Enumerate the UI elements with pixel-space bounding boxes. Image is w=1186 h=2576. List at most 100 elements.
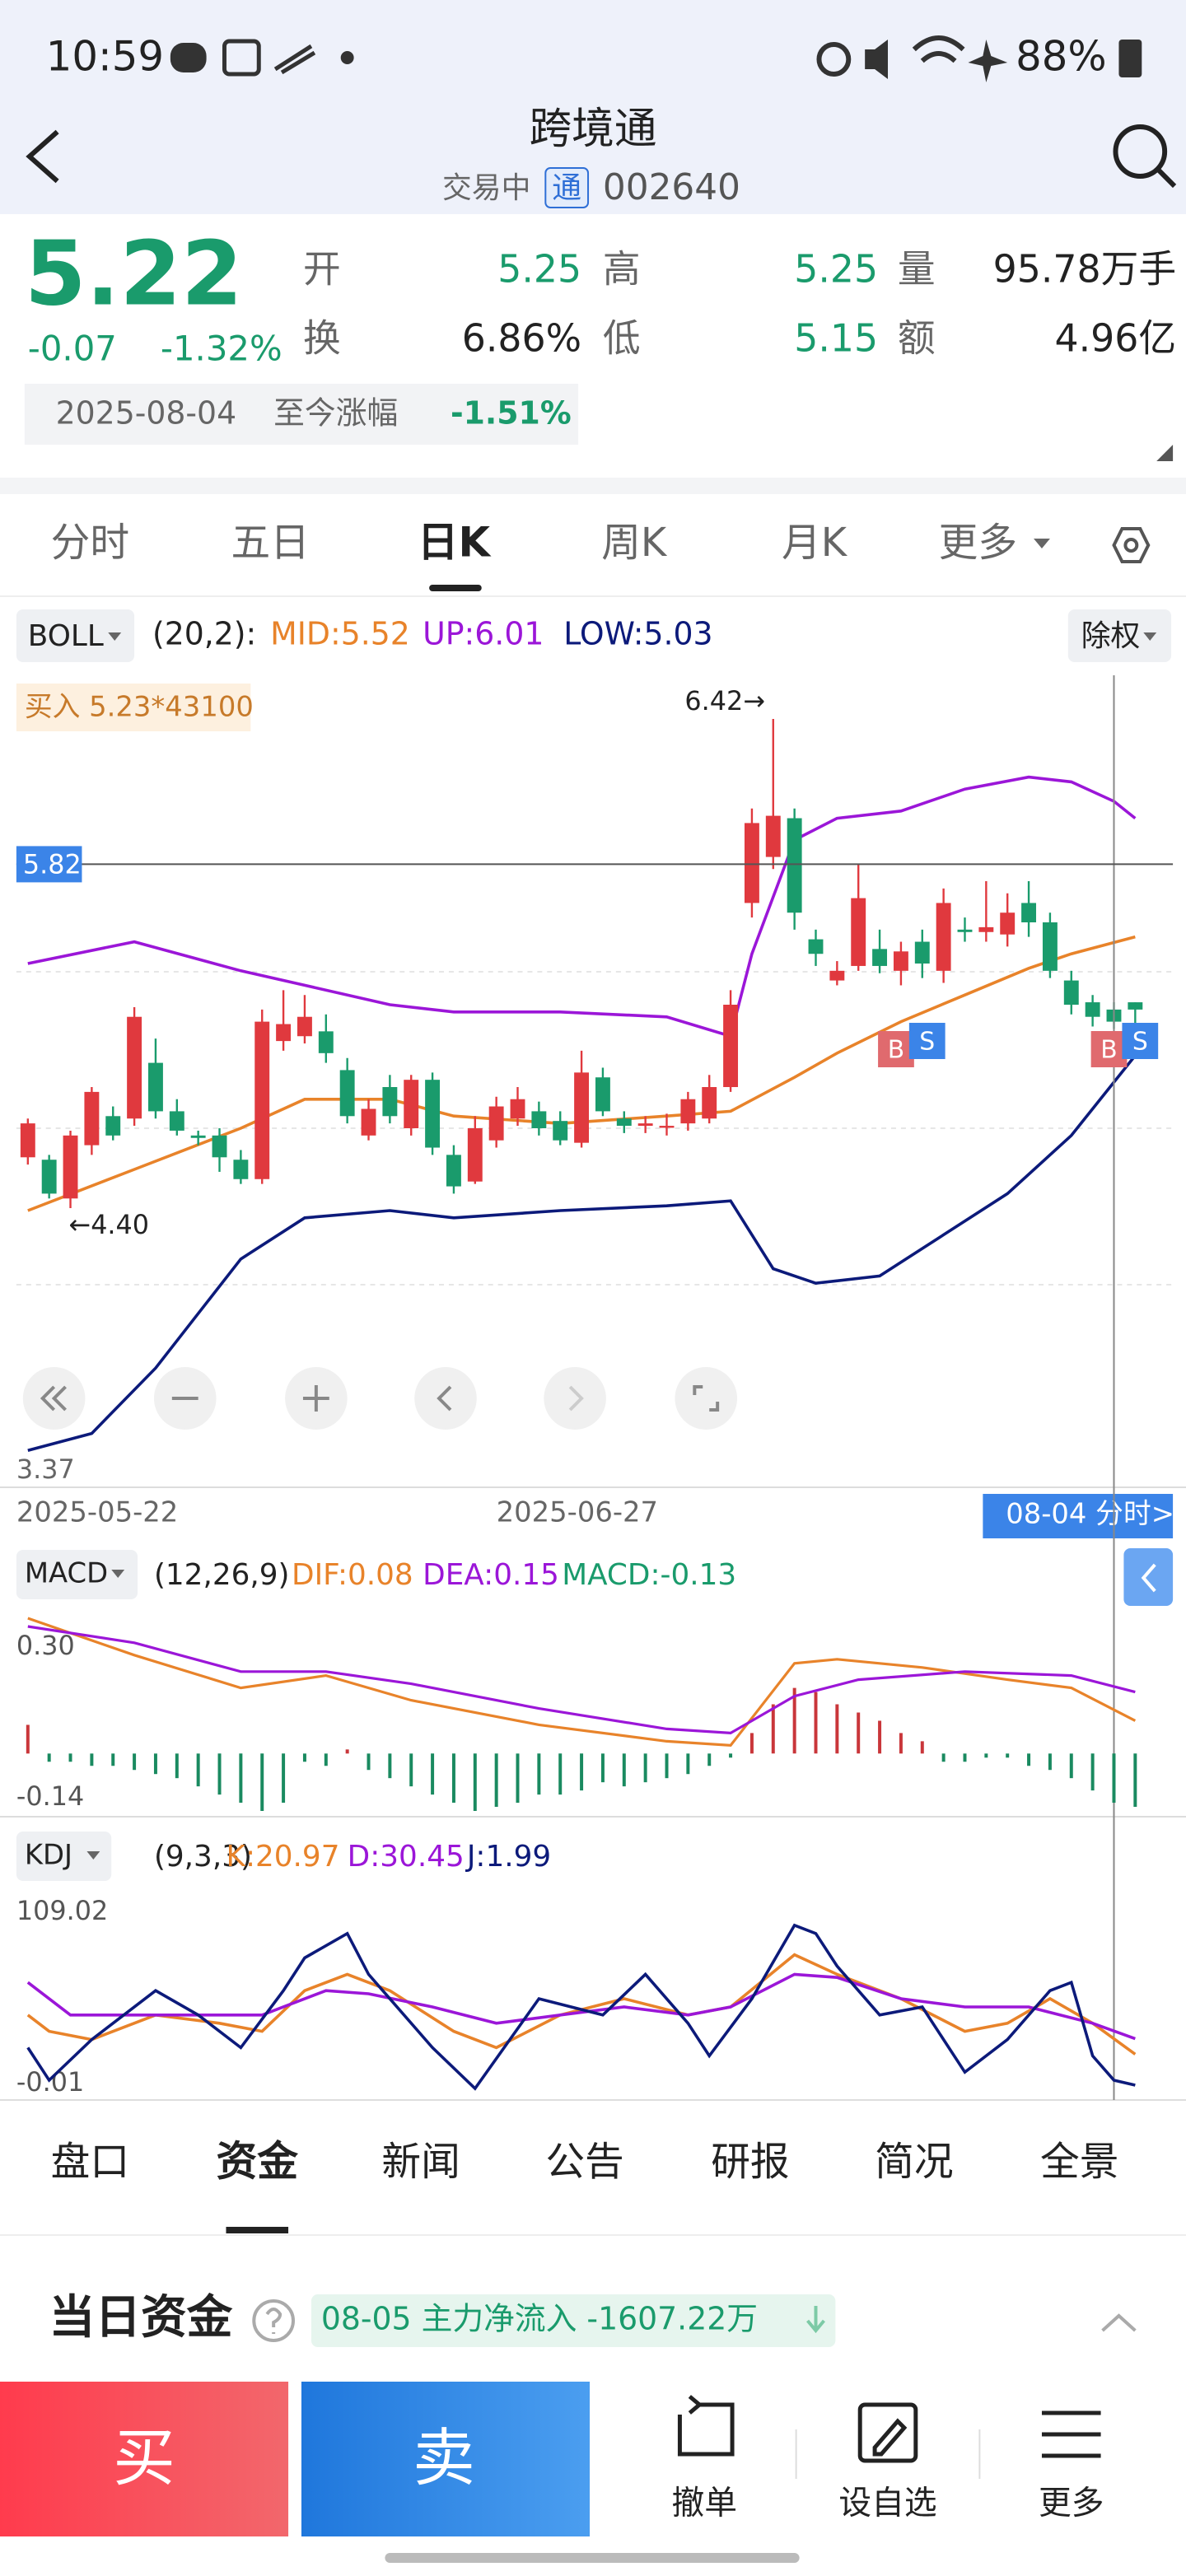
field-label: 量 [898,246,936,291]
status-time: 10:59 [46,32,164,80]
indicator-button-bg[interactable] [16,1832,112,1881]
candle-body [936,903,951,971]
help-icon[interactable] [252,2299,296,2342]
order-tag: 买入 5.23*43100 [25,690,254,722]
trade-marker: S [1132,1027,1148,1056]
trade-marker-bg [908,1023,946,1059]
indicator-line [27,935,1136,1212]
period-tab[interactable]: 周K [601,520,668,566]
candle-body [276,1024,292,1042]
info-tab[interactable]: 研报 [711,2140,789,2185]
dropdown-caret [1034,539,1050,548]
connect-badge: 通 [552,171,581,205]
collapse-tab[interactable] [1123,1548,1174,1606]
home-indicator [385,2553,800,2563]
since-date: 2025-08-04 [56,394,237,431]
add-watchlist[interactable]: 设自选 [838,2484,936,2522]
field-label: 开 [303,246,341,291]
y-axis-min-label: 3.37 [16,1454,75,1485]
collapse-chevron[interactable] [1101,2313,1137,2332]
period-tab[interactable]: 月K [782,520,848,566]
sell-label[interactable]: 卖 [413,2422,475,2494]
help-mark [265,2308,282,2334]
candle-body [1085,1002,1100,1017]
boll-low-label: LOW:5.03 [563,615,712,651]
max-label: 6.42→ [684,685,765,716]
indicator-line [26,1953,1137,2056]
candle-body [808,939,824,954]
candle-body [978,926,994,932]
y-tick-label: -0.01 [16,2066,84,2098]
period-tab[interactable]: 五日 [231,520,309,566]
info-tab[interactable]: 全景 [1040,2140,1118,2185]
settings-dot [1123,538,1139,553]
stock-code: 002640 [603,166,740,208]
candle-body [510,1099,525,1119]
field-label: 换 [303,315,341,360]
trade-marker-bg [1090,1031,1128,1067]
trade-marker: B [1100,1035,1117,1064]
last-price: 5.22 [25,222,243,325]
field-label: 低 [603,315,641,360]
d-label: D:30.45 [348,1840,465,1874]
down-arrow [806,2306,825,2334]
candle-body [190,1135,206,1138]
back-button[interactable] [26,129,59,184]
intraday-button-bg[interactable] [983,1494,1174,1538]
candle-body [84,1091,100,1146]
sell-button[interactable] [301,2382,591,2536]
candle-body [41,1160,57,1194]
candle-body [1042,922,1058,971]
since-label: 至今涨幅 [273,394,398,431]
candle-body [531,1111,547,1128]
chart-nav-icons [40,1385,720,1412]
candle-body [233,1160,249,1179]
candle-body [212,1135,227,1158]
cancel-order[interactable]: 撤单 [671,2484,737,2522]
intraday-button[interactable]: 08-04 分时> [1006,1497,1174,1529]
candle-body [595,1077,610,1112]
since-value: -1.51% [451,394,572,431]
search-button[interactable] [1113,124,1177,189]
field-value: 4.96亿 [1055,315,1177,360]
indicator-button-bg[interactable] [16,1550,138,1599]
buy-button[interactable] [0,2382,289,2536]
candle-body [787,818,802,913]
candle-body [765,815,781,857]
chart-nav[interactable] [22,1367,738,1430]
candle-body [872,949,888,966]
candle-body [851,898,866,966]
k-label: K:20.97 [226,1840,339,1874]
price-change: -0.07 [28,328,117,368]
info-tab[interactable]: 公告 [545,2140,623,2185]
field-value: 5.25 [497,246,581,291]
info-tab[interactable]: 简况 [875,2140,953,2185]
indicator-params: (9,3,3) [154,1840,252,1874]
adjust-button[interactable]: 除权 [1081,619,1141,653]
info-tab-active[interactable]: 资金 [217,2137,299,2185]
section-title: 当日资金 [49,2291,233,2345]
adjust-button-bg[interactable] [1067,609,1172,662]
battery-level: 88% [1016,32,1107,80]
indicator-line [27,1617,1137,1748]
indicator-button[interactable]: MACD [25,1556,108,1589]
indicator-button-bg[interactable] [16,609,135,662]
candle-body [702,1087,717,1119]
field-value: 5.25 [794,246,878,291]
boll-mid-label: MID:5.52 [270,615,410,651]
trading-status: 交易中 [442,171,530,205]
indicator-button[interactable]: BOLL [28,619,104,653]
period-tab[interactable]: 分时 [51,520,129,566]
info-tab[interactable]: 盘口 [51,2140,129,2185]
settings-button[interactable] [1112,527,1151,563]
period-tab-active[interactable]: 日K [418,518,493,566]
buy-label[interactable]: 买 [113,2422,175,2494]
indicator-button[interactable]: KDJ [25,1838,72,1870]
info-tab[interactable]: 新闻 [381,2140,460,2185]
candle-body [1000,912,1016,935]
badge-bg [544,167,590,208]
candle-body [744,823,759,903]
more-actions[interactable]: 更多 [1039,2484,1104,2522]
candle-body [829,970,845,981]
period-more[interactable]: 更多 [939,520,1017,566]
